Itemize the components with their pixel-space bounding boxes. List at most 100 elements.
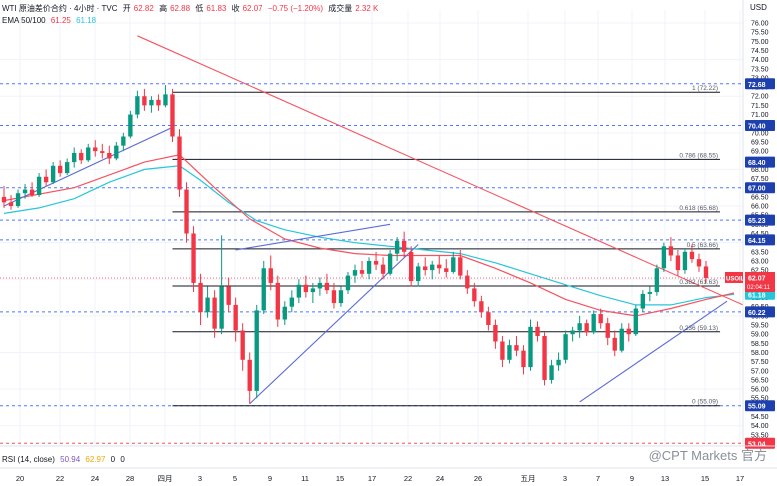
candle-body — [675, 255, 681, 271]
price-tick: 59.50 — [751, 323, 769, 330]
candle-body — [465, 275, 470, 289]
price-label: 64.15 — [748, 238, 766, 245]
candle-body — [458, 257, 463, 276]
price-tick: 72.00 — [751, 94, 769, 101]
candle-body — [289, 297, 294, 307]
price-label: 70.40 — [748, 124, 766, 131]
grid — [0, 10, 743, 446]
time-tick: 28 — [126, 474, 134, 483]
candle-body — [324, 282, 330, 291]
price-tick: 58.00 — [751, 350, 769, 357]
ema-legend: EMA 50/100 61.25 61.18 — [2, 16, 99, 25]
time-tick: 22 — [404, 474, 412, 483]
price-label: 67.00 — [748, 186, 766, 193]
candle-body — [142, 96, 147, 106]
candle-body — [619, 328, 624, 351]
candle-body — [430, 264, 435, 271]
close-value: 62.07 — [242, 4, 263, 13]
candle-body — [591, 314, 596, 333]
price-tick: 76.00 — [751, 21, 769, 28]
candle-body — [317, 282, 323, 289]
time-tick: 5 — [233, 474, 237, 483]
fib-label: 1 (72.22) — [692, 85, 718, 92]
time-tick: 3 — [198, 474, 202, 483]
time-tick: 22 — [56, 474, 64, 483]
time-tick: 20 — [16, 474, 24, 483]
candle-body — [296, 284, 302, 298]
candle-body — [240, 330, 245, 360]
candle-body — [219, 286, 224, 329]
candle-body — [233, 304, 238, 331]
price-label-bg — [745, 234, 775, 246]
candle-body — [570, 330, 575, 335]
price-tick: 75.50 — [751, 30, 769, 37]
price-tick: 56.50 — [751, 377, 769, 384]
ema50-line — [3, 154, 735, 317]
candle-body — [640, 293, 645, 309]
symbol-tag: USOIL — [726, 276, 745, 282]
price-label: 65.23 — [748, 218, 766, 225]
candle-body — [359, 270, 365, 274]
candle-body — [661, 246, 667, 269]
price-tick: 74.50 — [751, 48, 769, 55]
ema-label: EMA 50/100 — [2, 16, 46, 25]
rsi-value-3: 0 — [110, 455, 116, 464]
candle-body — [605, 323, 610, 338]
candle-body — [303, 284, 309, 293]
candle-body — [36, 176, 42, 196]
price-label-bg — [745, 214, 775, 226]
candle-body — [212, 297, 217, 329]
price-tick: 70.00 — [751, 130, 769, 137]
symbol-title: WTI 原油差价合约 · 4小时 · TVC — [2, 4, 118, 13]
candle-body — [612, 337, 617, 351]
trendline-up — [3, 126, 173, 207]
ema100-value: 61.18 — [76, 16, 97, 25]
candle-body — [387, 253, 393, 274]
candle-body — [43, 176, 49, 183]
change-value: −0.75 (−1.20%) — [267, 4, 324, 13]
candle-body — [128, 114, 133, 137]
candle-body — [79, 152, 84, 161]
horizontal-levels — [0, 83, 743, 444]
candle-body — [563, 334, 568, 360]
price-tick: 62.50 — [751, 268, 769, 275]
time-axis: 20 22 24 28 四月 3 5 9 11 15 17 22 24 26 五月 3 7 9 13 15 17 — [0, 445, 777, 483]
candle-body — [57, 165, 63, 174]
price-axis: 76.0075.5075.0074.5074.0073.5073.0072.50… — [725, 0, 777, 486]
price-tick: 74.00 — [751, 57, 769, 64]
time-tick: 9 — [268, 474, 272, 483]
candle-body — [408, 251, 414, 282]
candle-body — [247, 359, 252, 391]
candle-body — [394, 240, 400, 254]
candle-body — [423, 266, 428, 271]
candle-body — [135, 96, 140, 115]
time-tick: 24 — [436, 474, 444, 483]
candle-body — [22, 189, 28, 194]
trendline-up — [249, 244, 419, 405]
fib-labels: 1 (72.22) 0.786 (68.55) 0.618 (65.68) 0.5 (… — [679, 85, 718, 406]
candle-body — [549, 365, 554, 380]
candle-body — [107, 152, 112, 159]
time-tick: 7 — [596, 474, 600, 483]
time-tick: 3 — [563, 474, 567, 483]
time-tick: 9 — [630, 474, 634, 483]
candle-body — [149, 99, 154, 106]
rsi-label: RSI (14, close) — [2, 455, 55, 464]
price-tick: 69.00 — [751, 149, 769, 156]
candle-body — [507, 345, 512, 360]
candle-body — [275, 282, 280, 320]
low-value: 61.83 — [206, 4, 227, 13]
last-price-value: 62.07 — [748, 275, 766, 282]
price-tick: 63.00 — [751, 258, 769, 265]
price-tick: 59.00 — [751, 332, 769, 339]
fib-label: 0.618 (65.68) — [679, 205, 718, 212]
price-tick: 58.50 — [751, 341, 769, 348]
candle-body — [65, 162, 70, 174]
candle-body — [93, 147, 98, 152]
candle-body — [437, 264, 442, 269]
price-label-bg — [745, 156, 775, 168]
time-tick: 17 — [368, 474, 376, 483]
candle-body — [338, 290, 344, 304]
price-tick: 57.50 — [751, 359, 769, 366]
